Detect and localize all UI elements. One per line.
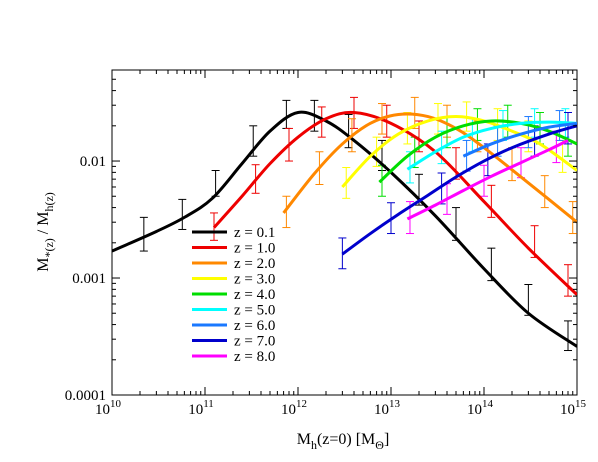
series-line-z-4-0 bbox=[378, 119, 577, 184]
x-tick-label: 1014 bbox=[467, 398, 494, 418]
tick-labels: 1010 1011 1012 1013 1014 1015 0.0001 0.001 0.01 bbox=[65, 154, 587, 418]
legend-label: z = 3.0 bbox=[234, 272, 275, 288]
series-line-z-7-0 bbox=[341, 124, 577, 256]
y-tick-label: 0.01 bbox=[80, 154, 106, 170]
legend-label: z = 4.0 bbox=[234, 287, 275, 303]
x-tick-label: 1015 bbox=[560, 398, 587, 418]
series-line-z-1-0 bbox=[212, 110, 577, 296]
x-tick-label: 1013 bbox=[374, 398, 401, 418]
plot-frame bbox=[111, 69, 578, 396]
x-tick-label: 1011 bbox=[188, 398, 214, 418]
legend-item-z-2-0: z = 2.0 bbox=[192, 256, 275, 272]
series-lines bbox=[112, 110, 577, 348]
legend-item-z-1-0: z = 1.0 bbox=[192, 241, 275, 257]
legend-item-z-0-1: z = 0.1 bbox=[192, 225, 275, 241]
error-bar-z-2-0 bbox=[282, 195, 291, 229]
series-line-z-0-1 bbox=[112, 110, 577, 348]
error-bar-z-0-1 bbox=[178, 198, 187, 230]
x-tick-label: 1010 bbox=[95, 398, 122, 418]
error-bar-z-0-1 bbox=[563, 320, 572, 352]
legend-label: z = 0.1 bbox=[234, 225, 275, 241]
legend-item-z-7-0: z = 7.0 bbox=[192, 334, 275, 350]
error-bars bbox=[139, 96, 577, 352]
error-bar-z-0-1 bbox=[139, 216, 148, 252]
axis-ticks bbox=[111, 69, 578, 396]
y-tick-label: 0.001 bbox=[72, 271, 106, 287]
x-tick-label: 1012 bbox=[281, 398, 307, 418]
legend-item-z-5-0: z = 5.0 bbox=[192, 303, 275, 319]
legend-label: z = 6.0 bbox=[234, 318, 275, 334]
error-bar-z-1-0 bbox=[487, 184, 496, 218]
error-bar-z-1-0 bbox=[563, 264, 572, 297]
legend-label: z = 2.0 bbox=[234, 256, 275, 272]
y-tick-label: 0.0001 bbox=[65, 388, 106, 404]
y-axis-label: M*(z) / Mh(z) bbox=[35, 192, 56, 272]
legend-label: z = 8.0 bbox=[234, 349, 275, 365]
x-axis-label: Mh(z=0) [MΘ] bbox=[297, 431, 390, 452]
legend-item-z-3-0: z = 3.0 bbox=[192, 272, 275, 288]
legend-item-z-6-0: z = 6.0 bbox=[192, 318, 275, 334]
legend: z = 0.1z = 1.0z = 2.0z = 3.0z = 4.0z = 5… bbox=[192, 225, 275, 365]
error-bar-z-0-1 bbox=[344, 113, 353, 149]
error-bar-z-2-0 bbox=[540, 175, 549, 209]
legend-label: z = 1.0 bbox=[234, 241, 275, 257]
series-line-z-6-0 bbox=[462, 121, 577, 158]
legend-item-z-4-0: z = 4.0 bbox=[192, 287, 275, 303]
legend-label: z = 5.0 bbox=[234, 303, 275, 319]
series-line-z-8-0 bbox=[406, 139, 569, 221]
legend-label: z = 7.0 bbox=[234, 334, 275, 350]
legend-item-z-8-0: z = 8.0 bbox=[192, 349, 275, 365]
series-line-z-5-0 bbox=[406, 120, 577, 171]
series-line-z-2-0 bbox=[282, 112, 577, 224]
